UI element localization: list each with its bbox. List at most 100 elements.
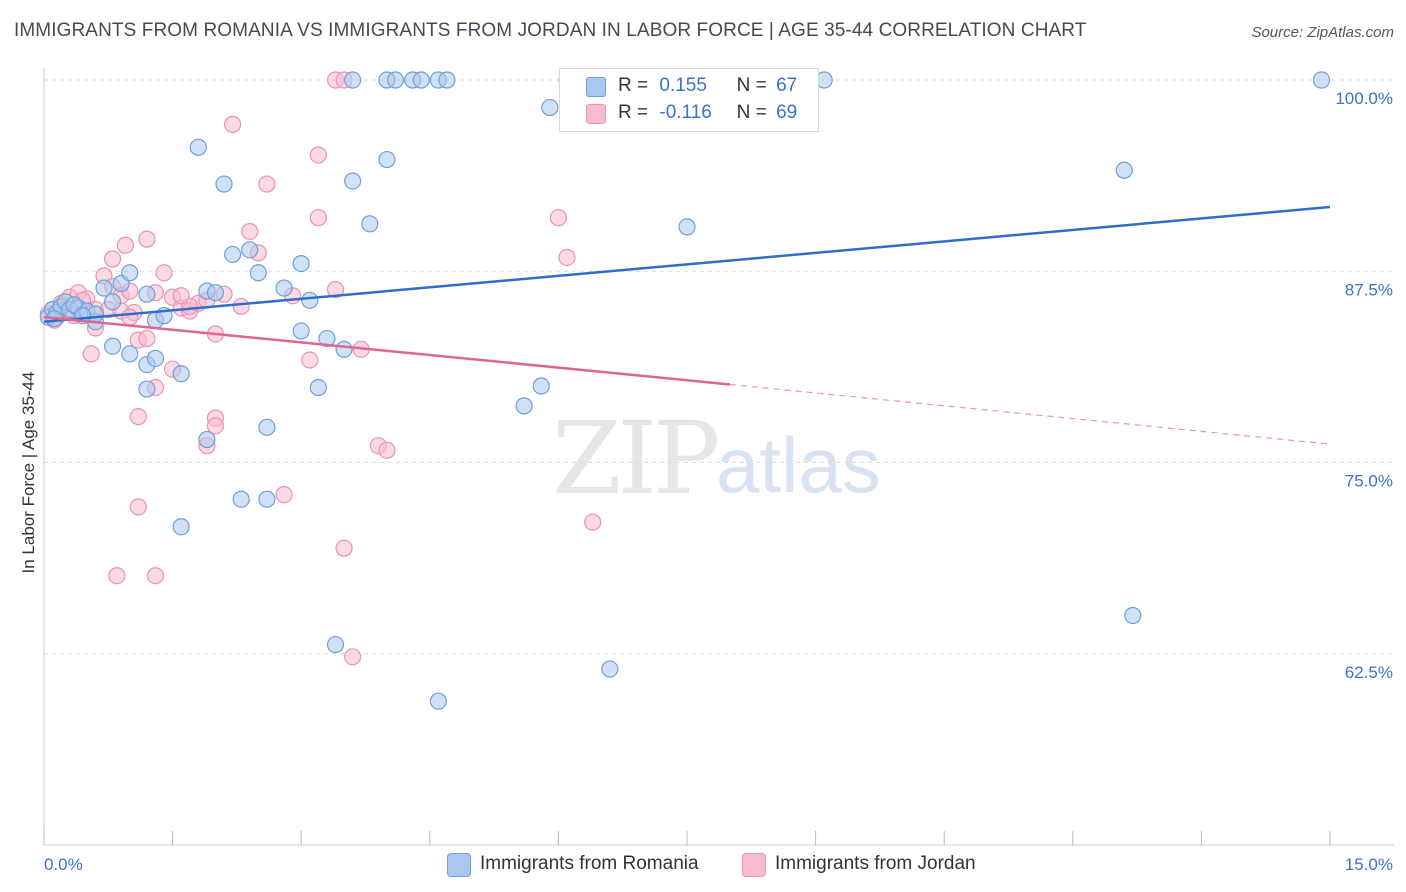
jordan-point — [549, 209, 568, 227]
romania-trend-line — [43, 205, 1331, 323]
romania-point — [678, 218, 696, 236]
jordan-point — [138, 329, 156, 348]
jordan-legend-swatch — [742, 853, 766, 877]
romania-point — [232, 490, 250, 508]
romania-legend-label: Immigrants from Romania — [480, 853, 699, 874]
romania-point — [292, 322, 310, 340]
jordan-point — [326, 281, 345, 299]
jordan-point — [224, 115, 242, 133]
romania-point — [103, 293, 122, 311]
jordan-point — [121, 308, 139, 326]
r-label: R = — [618, 102, 649, 123]
jordan-point — [129, 408, 147, 426]
jordan-point — [301, 351, 319, 369]
jordan-point — [241, 222, 259, 241]
romania-point — [532, 377, 550, 395]
romania-point — [541, 98, 559, 117]
romania-point — [121, 345, 139, 363]
romania-point — [326, 635, 345, 654]
jordan-legend-label: Immigrants from Jordan — [775, 853, 976, 874]
jordan-point — [116, 236, 135, 254]
jordan-point — [232, 297, 250, 316]
jordan-point — [584, 513, 602, 531]
romania-point — [172, 365, 190, 383]
n-label: N = — [736, 75, 767, 96]
romania-point — [103, 337, 122, 355]
romania-point — [138, 380, 156, 398]
romania-point — [429, 692, 447, 710]
watermark-zip: ZIP — [552, 400, 720, 517]
chart-title: IMMIGRANTS FROM ROMANIA VS IMMIGRANTS FR… — [14, 20, 1087, 41]
n-label: N = — [736, 102, 767, 123]
romania-point — [275, 279, 293, 297]
y-tick-label: 87.5% — [1345, 280, 1393, 299]
jordan-point — [172, 287, 190, 305]
romania-legend-swatch — [447, 853, 471, 877]
romania-point — [1124, 606, 1142, 625]
watermark-atlas: atlas — [716, 421, 881, 509]
romania-point — [378, 150, 396, 169]
romania-point — [206, 284, 225, 302]
romania-point — [215, 175, 233, 193]
romania-swatch — [586, 77, 606, 97]
x-tick-label: 0.0% — [44, 855, 83, 874]
jordan-point — [558, 248, 576, 267]
jordan-point — [275, 486, 293, 504]
source-credit: Source: ZipAtlas.com — [1251, 24, 1394, 41]
romania-point — [249, 264, 267, 282]
romania-point — [138, 285, 156, 303]
romania-point — [438, 71, 456, 89]
romania-point — [95, 279, 113, 297]
romania-r-value: 0.155 — [659, 75, 707, 96]
jordan-point — [155, 264, 173, 282]
jordan-point — [138, 230, 156, 248]
romania-point — [1312, 71, 1331, 89]
jordan-swatch — [586, 104, 606, 124]
y-tick-label: 75.0% — [1345, 472, 1393, 491]
romania-point — [344, 172, 362, 190]
jordan-trend-line — [43, 315, 730, 386]
jordan-r-value: -0.116 — [659, 102, 712, 123]
jordan-point — [108, 567, 126, 585]
romania-point — [146, 349, 165, 368]
jordan-point — [206, 417, 225, 435]
romania-point — [309, 378, 327, 397]
jordan-point — [344, 648, 362, 666]
romania-point — [258, 418, 276, 436]
romania-point — [1115, 161, 1133, 179]
romania-point — [412, 71, 430, 89]
x-tick-label: 15.0% — [1345, 855, 1393, 874]
romania-point — [121, 264, 139, 282]
jordan-point — [129, 498, 147, 516]
jordan-point — [103, 250, 122, 268]
romania-point — [515, 397, 533, 415]
romania-point — [189, 138, 207, 156]
romania-point — [172, 518, 190, 536]
jordan-point — [146, 567, 165, 585]
romania-point — [344, 71, 362, 89]
romania-point — [198, 430, 216, 449]
jordan-point — [309, 146, 327, 164]
romania-point — [601, 660, 619, 678]
jordan-point — [309, 209, 327, 227]
y-tick-label: 62.5% — [1345, 663, 1393, 682]
jordan-n-value: 69 — [776, 102, 798, 123]
y-tick-label: 100.0% — [1335, 89, 1393, 108]
y-axis-label: In Labor Force | Age 35-44 — [19, 372, 38, 574]
romania-point — [318, 329, 336, 348]
jordan-point — [82, 345, 100, 363]
jordan-point — [378, 441, 396, 459]
romania-point — [301, 291, 319, 309]
romania-point — [292, 255, 310, 273]
stats-legend: R = 0.155 N = 67 R = -0.116 N = 69 — [559, 68, 819, 132]
jordan-trend-extension — [729, 383, 1331, 445]
r-label: R = — [618, 75, 649, 96]
jordan-point — [335, 539, 353, 557]
romania-point — [224, 245, 242, 264]
romania-point — [241, 241, 259, 259]
romania-point — [258, 490, 276, 508]
romania-point — [386, 71, 405, 89]
romania-point — [361, 215, 379, 233]
romania-n-value: 67 — [776, 75, 798, 96]
